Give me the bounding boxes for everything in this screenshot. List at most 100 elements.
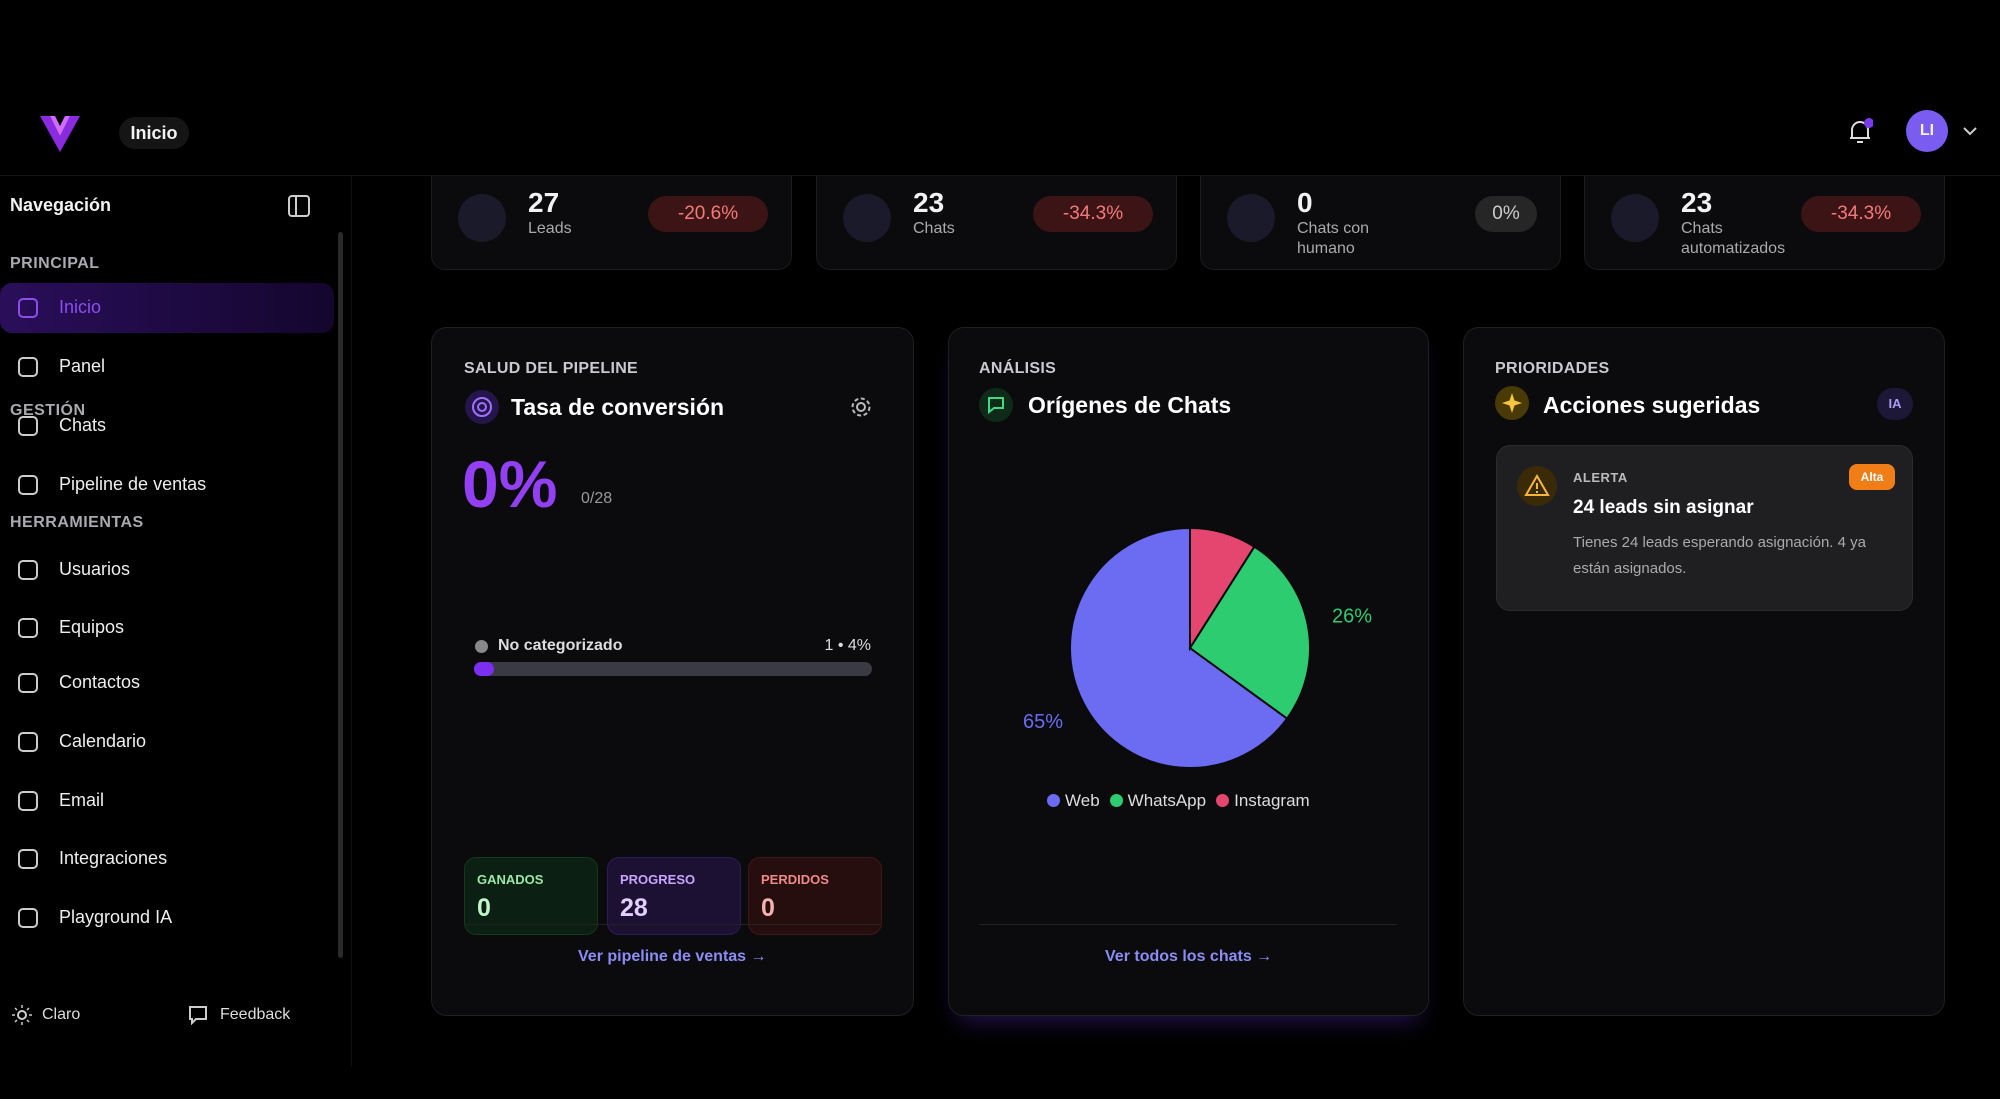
alert-kicker: ALERTA	[1573, 470, 1628, 485]
nav-icon	[18, 791, 38, 811]
nav-item[interactable]: Panel	[0, 342, 334, 392]
category-bar	[474, 662, 872, 676]
slice-label: 65%	[1023, 711, 1063, 733]
legend-swatch	[1047, 794, 1060, 807]
stat-icon	[1227, 194, 1275, 242]
scrollbar	[338, 232, 343, 958]
feedback[interactable]: Feedback	[220, 1006, 291, 1023]
alert-title: 24 leads sin asignar	[1573, 497, 1754, 518]
nav-item[interactable]: Playground IA	[0, 893, 334, 943]
nav-icon	[18, 673, 38, 693]
nav-text: Integraciones	[59, 848, 168, 868]
legend-item[interactable]: Web	[1047, 791, 1100, 811]
theme-icon[interactable]	[12, 1005, 32, 1025]
lost-box: PERDIDOS 0	[748, 857, 882, 935]
nav-icon	[18, 618, 38, 638]
conversion-ratio: 0/28	[581, 490, 613, 507]
stat-value: 23	[913, 187, 945, 218]
nav-item[interactable]: Contactos	[0, 658, 334, 708]
nav-item[interactable]: Email	[0, 776, 334, 826]
icon-shape	[18, 416, 38, 436]
settings[interactable]	[850, 396, 872, 418]
nav-item[interactable]: Chats	[0, 401, 334, 451]
pipeline-card: SALUD DEL PIPELINE Tasa de conversión 0%…	[431, 327, 914, 1016]
stat-value: 27	[528, 187, 560, 218]
box-value: 0	[477, 894, 491, 922]
won-box: GANADOS 0	[464, 857, 598, 935]
nav-text: Contactos	[59, 672, 141, 692]
notifications[interactable]	[1847, 118, 1873, 146]
title-icon	[465, 390, 499, 424]
category-count: 1 • 4%	[824, 637, 871, 654]
link-text[interactable]: Ver pipeline de ventas	[578, 948, 747, 965]
alert-card[interactable]: ALERTA Alta 24 leads sin asignar Tienes …	[1496, 445, 1913, 611]
category-label: No categorizado	[498, 637, 623, 654]
nav-section: GESTIÓN	[10, 402, 86, 419]
breadcrumb[interactable]: Inicio	[119, 117, 189, 149]
stat-change: -34.3%	[1801, 196, 1921, 232]
legend-label: Instagram	[1234, 791, 1310, 810]
nav-text: Usuarios	[59, 559, 131, 579]
chats-link[interactable]: Ver todos los chats →	[1105, 948, 1273, 965]
legend-item[interactable]: WhatsApp	[1109, 791, 1206, 811]
chats-card: ANÁLISIS Orígenes de Chats 65% 26% Web Wha…	[948, 327, 1429, 1016]
legend-swatch	[1216, 794, 1230, 807]
stat-icon	[843, 194, 891, 242]
nav-icon	[18, 732, 38, 752]
category-dot	[475, 640, 488, 653]
stat-change: -34.3%	[1033, 196, 1153, 232]
pipeline-link[interactable]: Ver pipeline de ventas →	[578, 948, 767, 965]
box-label: PERDIDOS	[761, 872, 829, 887]
nav-text: Calendario	[59, 731, 147, 751]
stat-change: -20.6%	[648, 196, 768, 232]
nav-item[interactable]: Integraciones	[0, 834, 334, 884]
stat-label: Leads	[528, 220, 572, 237]
nav-text: Panel	[59, 356, 106, 376]
theme-toggle[interactable]: Claro	[42, 1006, 81, 1023]
stat-icon	[1611, 194, 1659, 242]
nav-section: PRINCIPAL	[10, 255, 100, 272]
avatar[interactable]: LI	[1906, 110, 1948, 152]
legend-item[interactable]: Instagram	[1216, 791, 1310, 811]
title-icon	[1495, 386, 1529, 420]
nav-item[interactable]: Equipos	[0, 603, 334, 653]
stat-icon	[458, 194, 506, 242]
stat-label: Chats	[913, 220, 955, 237]
nav-icon	[18, 849, 38, 869]
nav-text: Equipos	[59, 617, 125, 637]
legend-label: Web	[1065, 791, 1100, 810]
card-title: Orígenes de Chats	[1028, 392, 1232, 418]
category-bar-fill	[474, 662, 494, 676]
nav-item[interactable]: Calendario	[0, 717, 334, 767]
alert-icon	[1517, 466, 1557, 506]
nav-text: Chats	[59, 415, 107, 435]
icon-shape	[18, 908, 38, 928]
sidebar-toggle[interactable]	[287, 194, 311, 218]
stat-change: 0%	[1475, 196, 1537, 232]
pie-slice	[1069, 526, 1289, 769]
slice-label: 26%	[1332, 605, 1372, 627]
box-value: 0	[761, 894, 775, 922]
nav-item[interactable]: Pipeline de ventas	[0, 460, 334, 510]
pie-slice	[1188, 545, 1311, 720]
nav-text: Email	[59, 790, 105, 810]
header: Inicio LI	[0, 90, 2000, 176]
pie-chart: 65% 26%	[1023, 526, 1372, 769]
link-text[interactable]: Ver todos los chats	[1105, 948, 1252, 965]
icon-shape	[18, 673, 38, 693]
feedback-icon[interactable]	[188, 1005, 208, 1025]
sidebar-title: Navegación	[10, 195, 112, 215]
icon-shape	[18, 791, 38, 811]
pie-slice	[1189, 526, 1256, 652]
logo[interactable]	[38, 110, 82, 154]
legend-swatch	[1109, 794, 1123, 807]
eyebrow: SALUD DEL PIPELINE	[464, 360, 639, 377]
nav-item[interactable]: Inicio	[0, 283, 334, 333]
eyebrow: ANÁLISIS	[979, 360, 1057, 377]
avatar-menu[interactable]	[1962, 125, 1978, 137]
priorities-card: PRIORIDADES Acciones sugeridas IA ALERTA…	[1463, 327, 1945, 1016]
ai-badge: IA	[1877, 388, 1913, 420]
divider	[464, 924, 881, 925]
nav-item[interactable]: Usuarios	[0, 545, 334, 595]
conversion-rate: 0%	[462, 447, 558, 521]
